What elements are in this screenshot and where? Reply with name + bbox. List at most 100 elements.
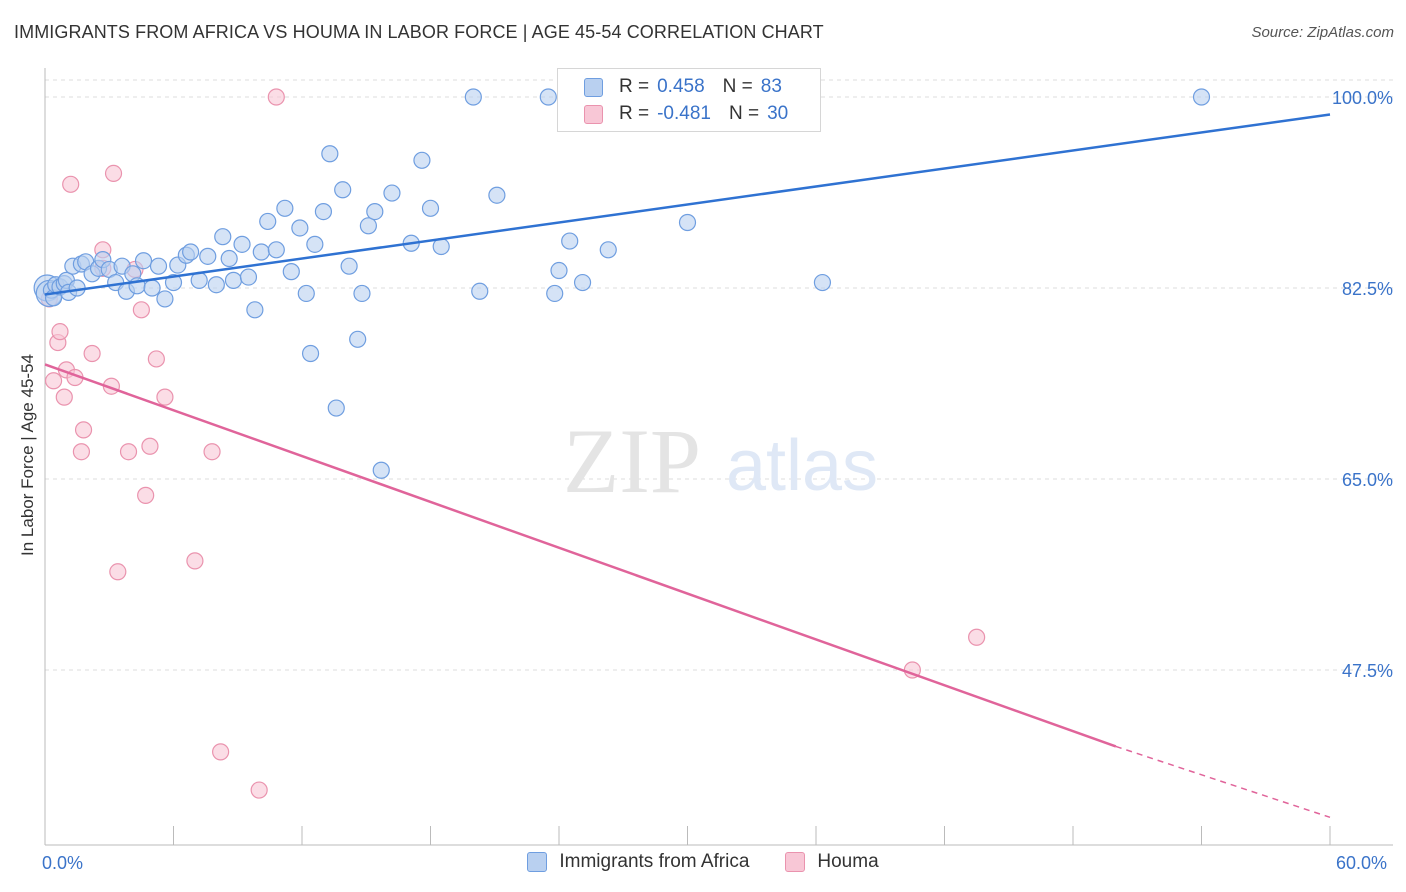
y-tick-label: 65.0%: [1342, 470, 1393, 490]
africa-point: [599, 241, 617, 259]
series-name-houma: Houma: [817, 851, 879, 872]
africa-point: [149, 257, 168, 275]
houma-point: [147, 350, 165, 368]
africa-point: [306, 235, 324, 253]
africa-point: [297, 284, 315, 303]
africa-point: [314, 203, 333, 221]
houma-point: [51, 323, 69, 341]
africa-trend-line: [44, 113, 1331, 296]
series-legend: Immigrants from Africa Houma: [0, 851, 1406, 873]
legend-r-label: R =: [619, 103, 650, 124]
houma-point: [44, 372, 63, 390]
africa-point: [340, 257, 358, 275]
africa-point: [366, 203, 384, 221]
africa-point: [546, 284, 564, 303]
houma-point: [109, 563, 127, 581]
legend-r-label: R =: [619, 76, 650, 97]
africa-point: [164, 273, 183, 292]
y-tick-label: 47.5%: [1342, 661, 1393, 681]
africa-point: [246, 301, 264, 319]
watermark: ZIP atlas: [563, 410, 878, 512]
legend-n-value: 30: [767, 103, 789, 124]
source-label: Source: ZipAtlas.com: [1251, 24, 1394, 41]
africa-point: [207, 276, 225, 294]
series-name-africa: Immigrants from Africa: [559, 851, 750, 872]
africa-point: [214, 228, 232, 246]
africa-point: [291, 219, 309, 237]
africa-point: [413, 151, 431, 169]
houma-point: [186, 552, 204, 570]
houma-point: [250, 781, 268, 799]
africa-point: [224, 271, 243, 289]
africa-point: [488, 186, 506, 204]
y-tick-labels: 100.0% 82.5% 65.0% 47.5%: [1332, 88, 1393, 681]
x-tick-label-min: 0.0%: [42, 853, 84, 873]
africa-point: [276, 199, 294, 217]
houma-point: [203, 443, 221, 461]
africa-point: [813, 273, 832, 292]
houma-point: [72, 443, 91, 461]
houma-trend-line: [44, 363, 1117, 748]
africa-point: [156, 290, 174, 308]
series-legend-africa[interactable]: Immigrants from Africa: [527, 851, 749, 873]
series-swatch-houma: [785, 852, 806, 872]
series-legend-houma[interactable]: Houma: [785, 851, 879, 873]
africa-point: [199, 247, 217, 265]
houma-trend-extension: [1115, 745, 1331, 819]
houma-point: [119, 443, 138, 461]
grid-lines: [45, 79, 1393, 671]
legend-swatch-houma: [584, 104, 603, 124]
legend-r-value: 0.458: [657, 76, 705, 97]
x-tick-label-max: 60.0%: [1336, 853, 1388, 873]
africa-point: [252, 243, 270, 261]
africa-point: [239, 268, 258, 286]
africa-point: [134, 252, 153, 270]
legend-n-value: 83: [760, 76, 782, 97]
africa-point: [372, 461, 390, 479]
africa-point: [1192, 88, 1211, 106]
watermark-zip: ZIP: [563, 410, 701, 512]
legend-r-value: -0.481: [657, 103, 711, 124]
houma-point: [55, 388, 73, 406]
africa-point: [383, 184, 401, 202]
africa-point: [182, 243, 200, 261]
houma-point: [141, 437, 159, 455]
series-swatch-africa: [527, 852, 548, 872]
legend-row-houma: R = -0.481 N = 30: [584, 101, 788, 127]
houma-point: [267, 88, 285, 106]
houma-point: [62, 175, 80, 193]
africa-point: [143, 279, 161, 297]
africa-point: [321, 145, 339, 163]
africa-point: [573, 273, 592, 292]
legend-swatch-africa: [584, 77, 603, 97]
houma-point: [156, 388, 174, 406]
africa-point: [327, 399, 345, 417]
africa-point: [259, 212, 277, 231]
data-points: [33, 88, 1211, 799]
africa-point: [282, 263, 300, 281]
stats-legend: R = 0.458 N = 83 R = -0.481 N = 30: [557, 68, 821, 132]
houma-point: [212, 743, 230, 761]
africa-point: [678, 213, 697, 232]
axes: [44, 68, 1393, 846]
africa-point: [561, 232, 579, 250]
africa-point: [334, 181, 352, 199]
watermark-atlas: atlas: [726, 426, 878, 506]
legend-n-label: N =: [728, 103, 760, 124]
legend-n-label: N =: [722, 76, 753, 97]
africa-point: [539, 88, 557, 106]
y-tick-label: 82.5%: [1342, 279, 1393, 299]
houma-point: [137, 486, 155, 504]
africa-point: [233, 235, 251, 253]
houma-point: [83, 344, 101, 363]
houma-point: [104, 164, 123, 182]
africa-point: [349, 330, 367, 348]
houma-point: [74, 421, 93, 439]
houma-point: [132, 301, 150, 319]
chart-title: IMMIGRANTS FROM AFRICA VS HOUMA IN LABOR…: [14, 22, 824, 42]
africa-point: [220, 249, 238, 268]
africa-point: [464, 88, 482, 106]
africa-point: [471, 282, 489, 300]
africa-point: [353, 284, 371, 303]
y-tick-label: 100.0%: [1332, 88, 1393, 108]
